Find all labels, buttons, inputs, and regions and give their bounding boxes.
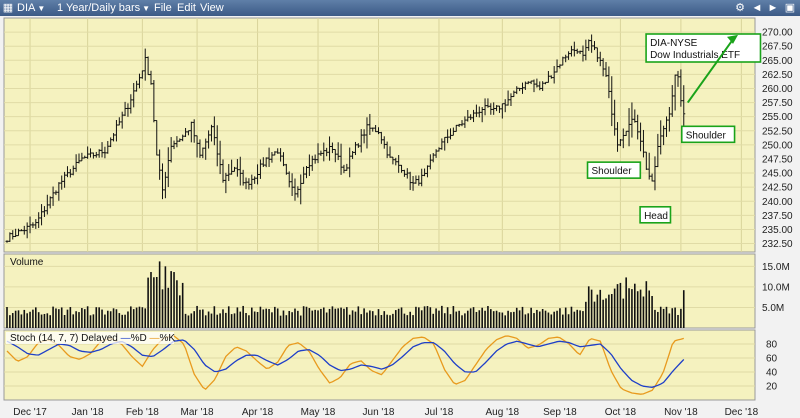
volume-tick-label: 10.0M bbox=[762, 282, 790, 293]
menu-edit[interactable]: Edit bbox=[177, 2, 196, 14]
head-label-box bbox=[639, 205, 672, 224]
stoch-legend: Stoch (14, 7, 7) Delayed —%D —%K bbox=[10, 333, 175, 344]
settings-icon[interactable]: ⚙ bbox=[735, 2, 745, 14]
trend-arrow-head bbox=[727, 34, 738, 44]
x-tick-label: Aug '18 bbox=[486, 407, 520, 418]
price-tick-label: 255.00 bbox=[762, 112, 793, 123]
volume-panel: 15.0M 10.0M 5.0M Volume bbox=[3, 253, 790, 329]
volume-tick-label: 15.0M bbox=[762, 262, 790, 273]
ticker-label-text: Dow Industrials ETF bbox=[650, 50, 740, 61]
menu-view[interactable]: View bbox=[200, 2, 224, 14]
symbol-selector[interactable]: DIA ▼ bbox=[17, 1, 45, 16]
price-panel: 270.00 267.50 265.00 262.50 260.00 257.50 255.… bbox=[3, 17, 793, 400]
price-tick-label: 240.00 bbox=[762, 197, 793, 208]
left-shoulder-label-text: Shoulder bbox=[592, 166, 633, 177]
x-tick-label: Sep '18 bbox=[543, 407, 577, 418]
stoch-tick-label: 80 bbox=[766, 340, 778, 351]
x-tick-label: Oct '18 bbox=[605, 407, 637, 418]
app-menu-icon[interactable]: ▦ bbox=[2, 2, 14, 14]
price-tick-label: 265.00 bbox=[762, 56, 793, 67]
price-tick-label: 237.50 bbox=[762, 211, 793, 222]
x-tick-label: Jan '18 bbox=[72, 407, 104, 418]
stoch-tick-label: 20 bbox=[766, 382, 778, 393]
x-tick-label: Jul '18 bbox=[425, 407, 454, 418]
price-tick-label: 267.50 bbox=[762, 42, 793, 53]
ticker-label-box bbox=[645, 33, 762, 63]
price-tick-label: 260.00 bbox=[762, 84, 793, 95]
price-tick-label: 262.50 bbox=[762, 70, 793, 81]
stoch-k-label: %K bbox=[160, 333, 176, 344]
symbol-label: DIA bbox=[17, 2, 36, 14]
x-tick-label: Feb '18 bbox=[126, 407, 159, 418]
price-tick-label: 270.00 bbox=[762, 28, 793, 39]
stoch-tick-label: 40 bbox=[766, 368, 778, 379]
x-tick-label: Mar '18 bbox=[181, 407, 214, 418]
period-label: 1 Year/Daily bars bbox=[57, 2, 141, 14]
expand-icon[interactable]: ▣ bbox=[784, 2, 796, 14]
x-tick-label: Dec '18 bbox=[725, 407, 759, 418]
right-shoulder-label-text: Shoulder bbox=[686, 130, 727, 141]
price-plot-area bbox=[3, 17, 756, 253]
x-tick-label: May '18 bbox=[301, 407, 336, 418]
period-selector[interactable]: 1 Year/Daily bars ▼ bbox=[57, 1, 150, 16]
menu-file[interactable]: File bbox=[154, 2, 172, 14]
price-tick-label: 257.50 bbox=[762, 98, 793, 109]
left-shoulder-label-box bbox=[586, 161, 642, 179]
x-tick-label: Apr '18 bbox=[242, 407, 274, 418]
chart-toolbar: ▦ DIA ▼ 1 Year/Daily bars ▼ File Edit View… bbox=[0, 0, 800, 16]
back-icon[interactable]: ◄ bbox=[751, 2, 763, 14]
ticker-label-text: DIA-NYSE bbox=[650, 38, 698, 49]
x-tick-label: Dec '17 bbox=[13, 407, 47, 418]
period-dropdown-icon: ▼ bbox=[142, 4, 151, 13]
x-tick-label: Nov '18 bbox=[664, 407, 698, 418]
stoch-d-swatch: — bbox=[121, 333, 131, 344]
price-tick-label: 245.00 bbox=[762, 169, 793, 180]
chart-canvas: 270.00 267.50 265.00 262.50 260.00 257.50 255.… bbox=[3, 17, 793, 418]
volume-title: Volume bbox=[10, 257, 44, 268]
price-tick-label: 252.50 bbox=[762, 126, 793, 137]
volume-tick-label: 5.0M bbox=[762, 303, 784, 314]
stoch-tick-label: 60 bbox=[766, 354, 778, 365]
price-tick-label: 242.50 bbox=[762, 183, 793, 194]
stoch-d-label: %D bbox=[131, 333, 150, 344]
stoch-legend-bg bbox=[6, 332, 174, 344]
right-shoulder-label-box bbox=[680, 125, 736, 144]
price-tick-label: 235.00 bbox=[762, 225, 793, 236]
symbol-dropdown-icon: ▼ bbox=[37, 4, 46, 13]
head-label-text: Head bbox=[644, 211, 668, 222]
forward-icon[interactable]: ► bbox=[767, 2, 779, 14]
x-tick-label: Jun '18 bbox=[363, 407, 395, 418]
stoch-k-swatch: — bbox=[150, 333, 160, 344]
stoch-legend-title: Stoch (14, 7, 7) Delayed bbox=[10, 333, 121, 344]
trend-arrow-line bbox=[686, 37, 735, 104]
price-tick-label: 247.50 bbox=[762, 154, 793, 165]
price-tick-label: 232.50 bbox=[762, 239, 793, 250]
price-tick-label: 250.00 bbox=[762, 140, 793, 151]
x-axis: Dec '17 Jan '18 Feb '18 Mar '18 Apr '18 May '… bbox=[13, 407, 758, 418]
